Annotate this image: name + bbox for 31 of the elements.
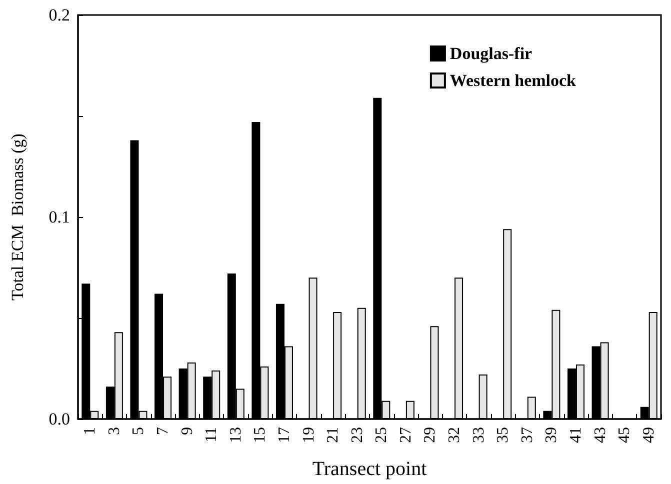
x-tick-label: 19 xyxy=(300,427,318,443)
y-tick-label: 0.1 xyxy=(48,208,70,226)
legend-label: Douglas-fir xyxy=(450,44,533,63)
x-tick-label: 35 xyxy=(494,427,512,443)
x-tick-label: 33 xyxy=(470,427,488,443)
x-tick-label: 37 xyxy=(518,427,536,443)
x-tick-label: 1 xyxy=(82,427,99,435)
x-tick-label: 27 xyxy=(397,427,414,443)
legend-label: Western hemlock xyxy=(450,71,577,90)
x-tick-label: 43 xyxy=(592,427,609,443)
x-tick-label: 3 xyxy=(106,427,123,435)
x-tick-label: 45 xyxy=(616,427,634,443)
x-tick-label: 7 xyxy=(154,427,172,435)
x-tick-label: 5 xyxy=(130,427,148,435)
x-tick-label: 23 xyxy=(348,427,366,443)
x-tick-label: 11 xyxy=(203,427,220,442)
x-tick-label: 25 xyxy=(373,427,390,443)
x-tick-label: 21 xyxy=(324,427,342,443)
x-axis-title: Transect point xyxy=(312,458,428,480)
x-tick-label: 17 xyxy=(276,427,293,443)
y-tick-label: 0.2 xyxy=(48,6,70,24)
y-axis-title: Total ECM Biomass (g) xyxy=(8,134,27,300)
x-tick-label: 41 xyxy=(567,427,584,443)
x-tick-label: 13 xyxy=(227,427,244,443)
x-tick-label: 9 xyxy=(178,427,196,435)
y-tick-label: 0.0 xyxy=(48,410,70,428)
x-tick-label: 15 xyxy=(252,427,269,443)
x-tick-label: 49 xyxy=(640,427,658,443)
x-tick-label: 32 xyxy=(446,427,464,443)
x-tick-label: 39 xyxy=(543,427,560,443)
x-tick-label: 29 xyxy=(422,427,439,443)
